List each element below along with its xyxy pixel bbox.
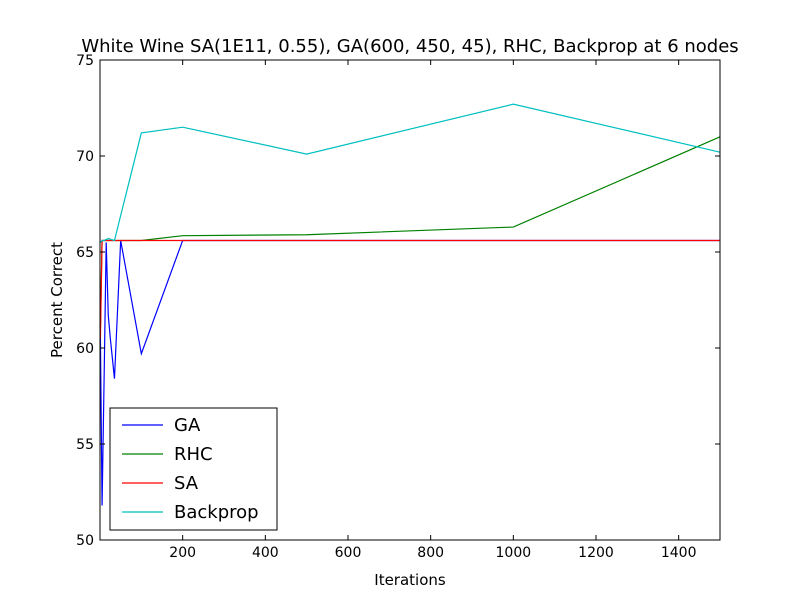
x-axis-label: Iterations bbox=[374, 571, 446, 589]
y-axis-label: Percent Correct bbox=[48, 242, 66, 358]
series-line-backprop bbox=[99, 103, 721, 243]
y-tick-label: 60 bbox=[76, 341, 94, 357]
y-tick-label: 75 bbox=[76, 53, 94, 69]
y-tick-label: 65 bbox=[76, 245, 94, 261]
x-tick-label: 1400 bbox=[661, 545, 697, 561]
legend-label-ga: GA bbox=[174, 415, 201, 436]
x-tick-label: 600 bbox=[335, 545, 362, 561]
legend-label-sa: SA bbox=[174, 473, 199, 494]
legend-label-rhc: RHC bbox=[174, 444, 213, 465]
x-tick-label: 1000 bbox=[496, 545, 532, 561]
y-tick-label: 50 bbox=[76, 533, 94, 549]
x-tick-label: 800 bbox=[417, 545, 444, 561]
tick-layer: 200 400 600 800 1000 1200 1400 50 55 60 65 70 75 bbox=[76, 53, 720, 561]
legend-box bbox=[109, 407, 278, 531]
legend-label-backprop: Backprop bbox=[174, 502, 259, 523]
x-tick-label: 400 bbox=[252, 545, 279, 561]
y-tick-label: 70 bbox=[76, 149, 94, 165]
legend: GA RHC SA Backprop bbox=[109, 407, 278, 531]
plot-frame bbox=[99, 59, 721, 541]
x-tick-label: 1200 bbox=[578, 545, 614, 561]
y-tick-label: 55 bbox=[76, 437, 94, 453]
series-layer bbox=[99, 103, 721, 506]
x-tick-label: 200 bbox=[169, 545, 196, 561]
chart-title: White Wine SA(1E11, 0.55), GA(600, 450, … bbox=[81, 36, 738, 57]
